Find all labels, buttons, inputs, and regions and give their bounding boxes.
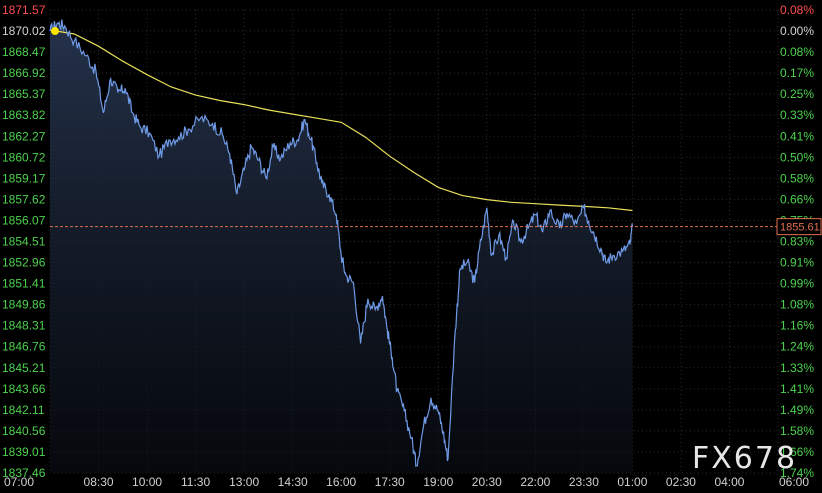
left-axis-tick-label: 1871.57 xyxy=(2,3,46,17)
left-axis-tick-label: 1852.96 xyxy=(2,256,46,270)
right-axis-tick-label: 0.00% xyxy=(780,24,814,38)
right-axis-tick-label: 0.66% xyxy=(780,192,814,206)
time-axis-tick-label: 13:00 xyxy=(229,475,259,489)
left-axis-tick-label: 1856.07 xyxy=(2,213,46,227)
left-axis-tick-label: 1843.66 xyxy=(2,382,46,396)
right-axis-tick-label: 0.58% xyxy=(780,171,814,185)
left-axis-tick-label: 1863.82 xyxy=(2,108,46,122)
price-area-fill xyxy=(50,19,633,473)
left-axis-tick-label: 1842.11 xyxy=(2,403,45,417)
left-axis-tick-label: 1870.02 xyxy=(2,24,46,38)
left-axis-tick-label: 1866.92 xyxy=(2,66,46,80)
right-axis-tick-label: 0.08% xyxy=(780,3,814,17)
time-axis-tick-label: 22:00 xyxy=(520,475,550,489)
time-axis-tick-label: 20:30 xyxy=(472,475,502,489)
watermark-logo: FX678 xyxy=(692,441,797,476)
right-axis-tick-label: 1.58% xyxy=(780,424,814,438)
left-axis-tick-label: 1851.41 xyxy=(2,277,46,291)
left-axis-tick-label: 1848.31 xyxy=(2,319,46,333)
left-axis-tick-label: 1857.62 xyxy=(2,192,46,206)
time-axis-tick-label: 10:00 xyxy=(132,475,162,489)
left-axis-tick-label: 1839.01 xyxy=(2,445,46,459)
time-axis-tick-label: 04:00 xyxy=(714,475,744,489)
start-marker xyxy=(51,27,59,36)
right-axis-tick-label: 1.08% xyxy=(780,298,814,312)
right-axis-tick-label: 1.66% xyxy=(780,445,814,459)
time-axis-tick-label: 23:30 xyxy=(569,475,599,489)
time-axis-tick-label: 08:30 xyxy=(84,475,114,489)
time-axis-tick-label: 06:00 xyxy=(779,475,809,489)
left-axis-tick-label: 1840.56 xyxy=(2,424,46,438)
current-price-label: 1855.61 xyxy=(780,222,820,234)
time-axis-tick-label: 01:00 xyxy=(617,475,647,489)
left-axis-tick-label: 1868.47 xyxy=(2,45,46,59)
left-axis-tick-label: 1845.21 xyxy=(2,361,46,375)
right-axis-tick-label: 1.33% xyxy=(780,361,814,375)
right-axis-tick-label: 1.16% xyxy=(780,319,814,333)
right-percent-axis: 0.08% 0.00% 0.08% 0.17% 0.25% 0.33% 0.41% 0.50%… xyxy=(780,3,814,480)
right-axis-tick-label: 0.25% xyxy=(780,87,814,101)
left-axis-tick-label: 1860.72 xyxy=(2,150,46,164)
moving-average-line xyxy=(49,29,633,212)
right-axis-tick-label: 0.99% xyxy=(780,277,814,291)
time-axis-tick-label: 14:30 xyxy=(278,475,308,489)
time-axis: 07:00 08:30 10:00 11:30 13:00 14:30 16:00 17:30… xyxy=(4,475,809,489)
left-axis-tick-label: 1854.51 xyxy=(2,235,46,249)
time-axis-tick-label: 16:00 xyxy=(326,475,356,489)
right-axis-tick-label: 0.50% xyxy=(780,150,814,164)
right-axis-tick-label: 0.91% xyxy=(780,256,814,270)
left-axis-tick-label: 1859.17 xyxy=(2,171,46,185)
right-axis-tick-label: 0.83% xyxy=(780,235,814,249)
right-axis-tick-label: 0.08% xyxy=(780,45,814,59)
time-axis-tick-label: 02:30 xyxy=(666,475,696,489)
right-axis-tick-label: 0.17% xyxy=(780,66,814,80)
price-line xyxy=(49,19,633,467)
right-axis-tick-label: 1.24% xyxy=(780,340,814,354)
left-axis-tick-label: 1865.37 xyxy=(2,87,46,101)
time-axis-tick-label: 07:00 xyxy=(4,475,34,489)
current-price-tag: 1855.61 xyxy=(776,218,822,236)
time-axis-tick-label: 17:30 xyxy=(375,475,405,489)
left-price-axis: 1871.57 1870.02 1868.47 1866.92 1865.37 1863.… xyxy=(2,3,46,480)
left-axis-tick-label: 1846.76 xyxy=(2,340,46,354)
left-axis-tick-label: 1849.86 xyxy=(2,298,46,312)
time-axis-tick-label: 11:30 xyxy=(181,475,210,489)
left-axis-tick-label: 1837.46 xyxy=(2,466,46,480)
right-axis-tick-label: 1.41% xyxy=(780,382,814,396)
right-axis-tick-label: 1.74% xyxy=(780,466,814,480)
right-axis-tick-label: 0.41% xyxy=(780,129,814,143)
right-axis-tick-label: 0.33% xyxy=(780,108,814,122)
time-axis-tick-label: 19:00 xyxy=(423,475,453,489)
left-axis-tick-label: 1862.27 xyxy=(2,129,46,143)
current-price-tag-box xyxy=(776,218,822,236)
right-axis-tick-label: 1.49% xyxy=(780,403,814,417)
